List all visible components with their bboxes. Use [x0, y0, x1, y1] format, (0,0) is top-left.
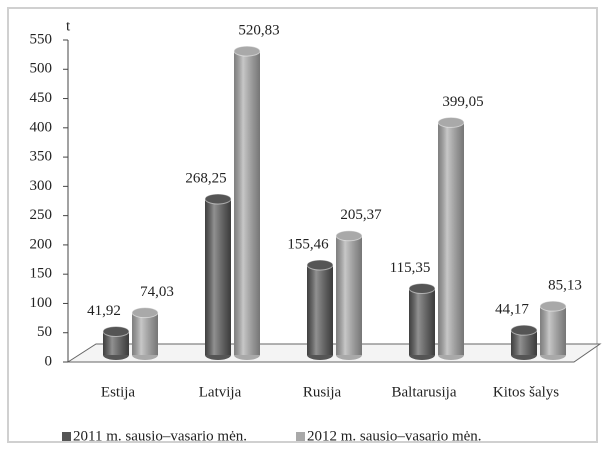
- bar-shade: [307, 264, 333, 355]
- legend-swatch: [296, 432, 305, 441]
- x-tick-label: Baltarusija: [392, 384, 457, 400]
- y-tick-label: 350: [30, 149, 53, 165]
- value-label: 41,92: [87, 303, 121, 319]
- value-label: 74,03: [140, 284, 174, 300]
- bar-top: [437, 116, 465, 128]
- x-tick-label: Kitos šalys: [493, 384, 559, 400]
- bar-shade: [336, 235, 362, 355]
- y-tick-label: 300: [30, 178, 53, 194]
- bar-shade: [132, 312, 158, 355]
- bar-top: [510, 324, 538, 336]
- bar-top: [233, 45, 261, 57]
- y-tick-label: 50: [37, 324, 52, 340]
- y-axis-label: t: [66, 18, 71, 34]
- bar-top: [539, 300, 567, 312]
- bar-top: [131, 307, 159, 319]
- y-tick-label: 400: [30, 119, 53, 135]
- y-tick-label: 150: [30, 266, 53, 282]
- x-tick-label: Rusija: [303, 384, 342, 400]
- value-label: 44,17: [495, 302, 529, 318]
- floor: [66, 343, 602, 363]
- value-label: 268,25: [185, 170, 226, 186]
- chart-frame: [7, 7, 598, 443]
- value-label: 205,37: [340, 207, 382, 223]
- bar-shade: [205, 198, 231, 355]
- x-tick-label: Latvija: [199, 384, 242, 400]
- y-tick-label: 0: [45, 353, 53, 369]
- bar-top: [204, 193, 232, 205]
- value-label: 115,35: [390, 260, 431, 276]
- legend-label: 2011 m. sausio–vasario mėn.: [73, 428, 247, 444]
- legend-swatch: [62, 432, 71, 441]
- bar-top: [102, 325, 130, 337]
- y-tick-label: 100: [30, 295, 53, 311]
- y-tick-label: 500: [30, 61, 53, 77]
- bar-top: [335, 230, 363, 242]
- value-label: 520,83: [238, 23, 279, 39]
- bar-top: [306, 259, 334, 271]
- y-tick-label: 200: [30, 236, 53, 252]
- bar-shade: [438, 122, 464, 356]
- bar-shade: [540, 306, 566, 355]
- value-label: 85,13: [548, 278, 582, 294]
- bar-shade: [409, 288, 435, 355]
- x-tick-label: Estija: [101, 384, 136, 400]
- bar-shade: [103, 331, 129, 355]
- y-tick-label: 550: [30, 31, 53, 47]
- bar-top: [408, 282, 436, 294]
- y-tick-label: 250: [30, 207, 53, 223]
- legend-label: 2012 m. sausio–vasario mėn.: [307, 428, 482, 444]
- value-label: 155,46: [287, 236, 329, 252]
- y-tick-label: 450: [30, 90, 53, 106]
- bar-shade: [234, 51, 260, 356]
- value-label: 399,05: [442, 94, 483, 110]
